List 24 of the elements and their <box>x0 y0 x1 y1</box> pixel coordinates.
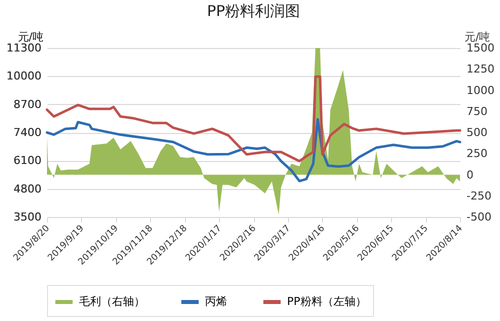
line-series <box>46 118 462 182</box>
y2-tick-label: 500 <box>466 126 488 139</box>
y-axis-title: 元/吨 <box>18 30 44 44</box>
y-tick-label: 3500 <box>14 210 42 224</box>
y2-axis-title: 元/吨 <box>464 30 490 44</box>
chart-title: PP粉料利润图 <box>206 2 300 20</box>
y2-tick-label: 1250 <box>466 62 494 76</box>
y2-tick-label: -250 <box>466 189 492 202</box>
y2-tick-label: 1500 <box>466 42 494 54</box>
y2-tick-label: 0 <box>466 168 474 182</box>
line-series <box>46 75 462 162</box>
y2-tick-label: 750 <box>466 104 488 118</box>
y2-tick-label: 250 <box>466 147 488 160</box>
y-tick-label: 11300 <box>6 42 42 54</box>
y-tick-label: 7400 <box>14 126 42 139</box>
y-tick-label: 6100 <box>14 154 42 168</box>
y-tick-label: 4800 <box>14 182 42 196</box>
legend-label: 丙烯 <box>205 295 227 308</box>
y-tick-label: 8700 <box>14 98 42 111</box>
legend-label: PP粉料（左轴） <box>287 295 366 308</box>
y2-tick-label: -500 <box>466 210 492 224</box>
y-tick-label: 10000 <box>6 70 42 83</box>
y2-tick-label: 1000 <box>466 84 494 97</box>
legend-label: 毛利（右轴） <box>79 295 145 308</box>
